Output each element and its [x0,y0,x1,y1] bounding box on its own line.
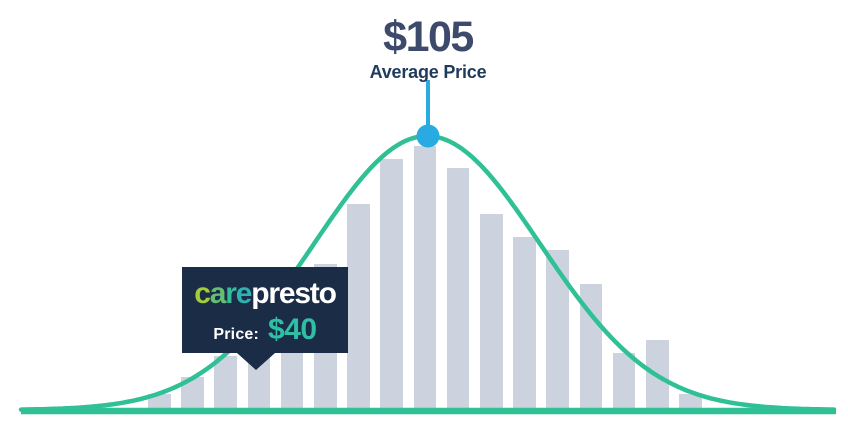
logo-care-letter: e [235,276,253,310]
badge-price-value: $40 [268,312,317,346]
histogram-bar [148,394,171,411]
histogram-bar [446,168,470,411]
average-price-dot [416,124,440,148]
histogram-bar [214,356,237,411]
histogram-bar [513,237,536,411]
badge-pointer [237,353,275,370]
logo-care-letter: a [209,276,227,310]
logo-care-letter: c [194,276,211,310]
histogram-bar [347,204,370,411]
histogram-bar [612,353,636,411]
histogram-bar [579,284,603,411]
average-price-value: $105 [383,13,474,61]
histogram-bar [413,146,437,411]
histogram-bar [380,159,403,411]
badge-price-label: Price: [213,325,260,343]
histogram-bar [181,377,204,411]
logo-care-text: care [194,276,253,310]
average-price-callout: $105 Average Price [370,16,487,83]
histogram-bar [679,394,702,411]
logo-presto-text: presto [251,276,337,310]
bell-curve [18,133,837,412]
histogram-bar [546,250,569,411]
carepresto-logo: carepresto [194,276,337,310]
average-price-label: Average Price [369,62,487,82]
carepresto-price-badge: carepresto Price: $40 [182,267,348,370]
logo-care-letter: r [225,276,237,310]
badge-price-row: Price: $40 [213,312,317,346]
histogram-bar [480,214,503,411]
